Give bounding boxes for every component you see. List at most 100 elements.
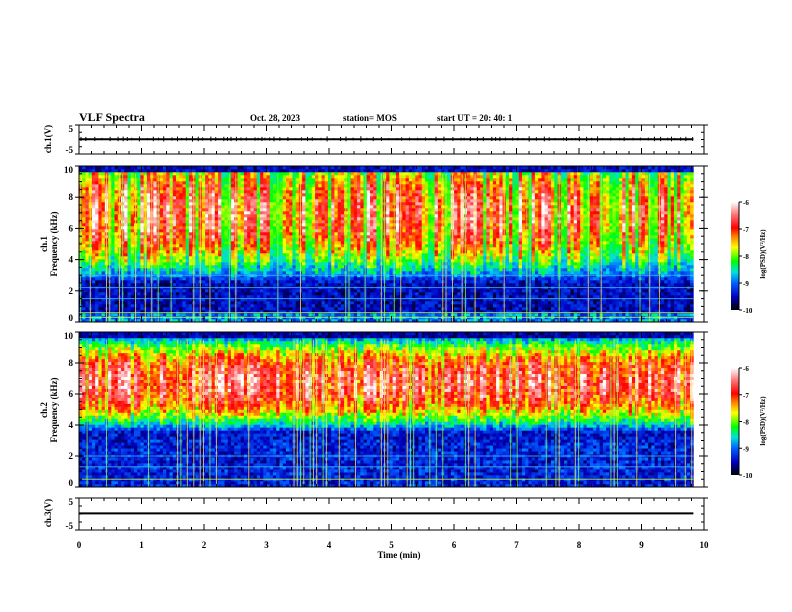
ch1-spectrogram-cell — [296, 244, 300, 247]
ch1-spectrogram-cell — [257, 190, 261, 193]
ch1-spectrogram-cell — [241, 196, 245, 199]
ch1-spectrogram-cell — [283, 208, 287, 211]
ch1-spectrogram-cell — [140, 196, 144, 199]
ch1-spectrogram-cell — [315, 313, 319, 316]
ch1-spectrogram-cell — [250, 304, 254, 307]
ch1-spectrogram-cell — [263, 223, 267, 226]
ch1-spectrogram-cell — [318, 196, 322, 199]
ch1-spectrogram-cell — [115, 289, 119, 292]
ch1-spectrogram-cell — [205, 196, 209, 199]
ch1-spectrogram-cell — [202, 280, 206, 283]
ch1-spectrogram-cell — [215, 208, 219, 211]
ch1-spectrogram-cell — [92, 262, 96, 265]
ch1-spectrogram-cell — [367, 196, 371, 199]
ch1-spectrogram-cell — [244, 184, 248, 187]
ch1-spectrogram-cell — [202, 181, 206, 184]
ch1-spectrogram-cell — [176, 295, 180, 298]
ch1-spectrogram-cell — [215, 259, 219, 262]
ch1-spectrogram-cell — [357, 229, 361, 232]
ch1-spectrogram-cell — [309, 223, 313, 226]
ch1-spectrogram-cell — [309, 199, 313, 202]
ch1-spectrogram-cell — [302, 223, 306, 226]
ch1-spectrogram-cell — [354, 283, 358, 286]
ch1-spectrogram-cell — [338, 271, 342, 274]
ch1-spectrogram-cell — [166, 247, 170, 250]
ch1-spectrogram-cell — [292, 244, 296, 247]
ch1-spectrogram-cell — [273, 289, 277, 292]
ch1-spectrogram-cell — [254, 277, 258, 280]
ch1-spectrogram-cell — [360, 283, 364, 286]
ch1-spectrogram-cell — [270, 175, 274, 178]
ch1-spectrogram-cell — [360, 229, 364, 232]
ch1-spectrogram-cell — [334, 169, 338, 172]
ch1-spectrogram-cell — [128, 223, 132, 226]
ch1-spectrogram-cell — [254, 271, 258, 274]
ch1-spectrogram-cell — [237, 187, 241, 190]
ch1-spectrogram-cell — [267, 238, 271, 241]
ch1-spectrogram-cell — [254, 232, 258, 235]
ch1-spectrogram-cell — [296, 235, 300, 238]
ch1-spectrogram-cell — [82, 277, 86, 280]
ch1-spectrogram-cell — [270, 313, 274, 316]
ch1-spectrogram-cell — [270, 196, 274, 199]
ch1-spectrogram-cell — [286, 169, 290, 172]
ch1-spectrogram-cell — [205, 256, 209, 259]
ch1-spectrogram-cell — [179, 178, 183, 181]
ch1-spectrogram-cell — [260, 235, 264, 238]
ch1-spectrogram-cell — [179, 190, 183, 193]
ch1-spectrogram-cell — [131, 175, 135, 178]
ch1-spectrogram-cell — [370, 241, 374, 244]
ch1-spectrogram-cell — [270, 172, 274, 175]
ch1-spectrogram-cell — [334, 238, 338, 241]
ch1-spectrogram-cell — [312, 253, 316, 256]
ch1-spectrogram-cell — [189, 280, 193, 283]
ch1-spectrogram-cell — [160, 253, 164, 256]
ch1-spectrogram-cell — [111, 178, 115, 181]
ch1-spectrogram-cell — [341, 226, 345, 229]
ch1-spectrogram-cell — [98, 208, 102, 211]
ch1-spectrogram-cell — [367, 235, 371, 238]
ch1-spectrogram-cell — [260, 241, 264, 244]
ch1-spectrogram-cell — [305, 232, 309, 235]
ch1-spectrogram-cell — [305, 265, 309, 268]
ch1-spectrogram-cell — [283, 235, 287, 238]
ch1-spectrogram-cell — [351, 205, 355, 208]
ch1-spectrogram-cell — [289, 238, 293, 241]
ch1-spectrogram-cell — [370, 250, 374, 253]
ch1-spectrogram-cell — [267, 199, 271, 202]
ch1-spectrogram-cell — [115, 199, 119, 202]
ch1-spectrogram-cell — [241, 205, 245, 208]
ch1-spectrogram-cell — [283, 271, 287, 274]
ch1-spectrogram-cell — [270, 268, 274, 271]
ch1-spectrogram-cell — [292, 202, 296, 205]
ch1-spectrogram-cell — [263, 304, 267, 307]
ch1-spectrogram-cell — [92, 277, 96, 280]
ch1-spectrogram-cell — [212, 223, 216, 226]
ch1-spectrogram-cell — [137, 280, 141, 283]
ch1-spectrogram-cell — [328, 172, 332, 175]
ch1-spectrogram-cell — [338, 259, 342, 262]
ch1-spectrogram-cell — [92, 202, 96, 205]
ch1-spectrogram-cell — [160, 229, 164, 232]
ch1-spectrogram-cell — [331, 223, 335, 226]
ch1-spectrogram-cell — [92, 244, 96, 247]
ch1-spectrogram-cell — [205, 208, 209, 211]
ch1-spectrogram-cell — [347, 169, 351, 172]
ch1-spectrogram-cell — [231, 199, 235, 202]
ch1-spectrogram-cell — [166, 277, 170, 280]
ch1-spectrogram-cell — [166, 292, 170, 295]
ch1-spectrogram-cell — [189, 304, 193, 307]
ch1-spectrogram-cell — [215, 277, 219, 280]
ch1-spectrogram-cell — [279, 175, 283, 178]
ch1-spectrogram-cell — [270, 190, 274, 193]
ch1-spectrogram-cell — [322, 283, 326, 286]
ch1-spectrogram-cell — [250, 271, 254, 274]
ch1-spectrogram-cell — [351, 232, 355, 235]
ch1-spectrogram-cell — [273, 223, 277, 226]
ch1-spectrogram-cell — [237, 295, 241, 298]
ch1-spectrogram-cell — [189, 232, 193, 235]
ch1-spectrogram-cell — [115, 271, 119, 274]
ch1-spectrogram-cell — [212, 196, 216, 199]
ch1-spectrogram-cell — [166, 229, 170, 232]
ch1-spectrogram-cell — [351, 259, 355, 262]
